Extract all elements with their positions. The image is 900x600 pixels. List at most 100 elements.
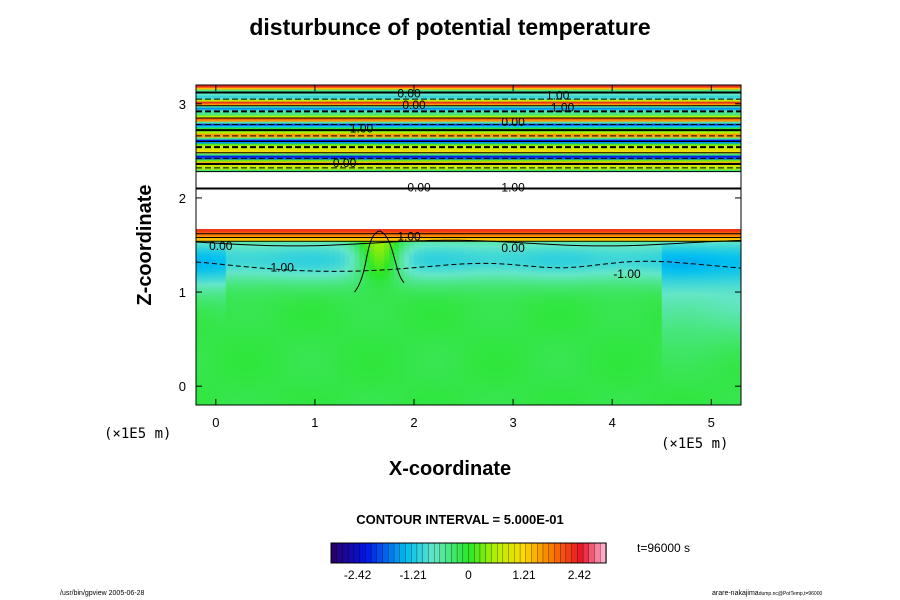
field-cell bbox=[508, 367, 514, 370]
field-cell bbox=[245, 341, 252, 344]
field-cell bbox=[409, 365, 415, 368]
field-cell bbox=[314, 347, 321, 350]
field-cell bbox=[339, 375, 346, 378]
field-cell bbox=[319, 383, 326, 386]
field-cell bbox=[572, 365, 579, 368]
field-cell bbox=[349, 343, 356, 346]
field-cell bbox=[567, 401, 574, 404]
field-cell bbox=[721, 389, 727, 392]
field-cell bbox=[508, 387, 514, 390]
field-cell bbox=[671, 385, 678, 388]
field-cell bbox=[309, 397, 316, 400]
field-cell bbox=[701, 351, 707, 354]
field-cell bbox=[632, 355, 638, 358]
field-cell bbox=[731, 357, 737, 360]
field-cell bbox=[374, 343, 380, 346]
field-cell bbox=[532, 387, 539, 390]
field-cell bbox=[686, 395, 693, 398]
field-cell bbox=[547, 399, 554, 402]
field-cell bbox=[344, 365, 351, 368]
field-cell bbox=[374, 339, 380, 342]
field-cell bbox=[428, 347, 435, 350]
field-cell bbox=[483, 401, 489, 404]
field-cell bbox=[418, 389, 425, 392]
field-cell bbox=[691, 361, 697, 364]
field-cell bbox=[656, 383, 663, 386]
field-cell bbox=[627, 381, 633, 384]
field-cell bbox=[537, 401, 544, 404]
field-cell bbox=[384, 339, 390, 342]
field-cell bbox=[409, 377, 415, 380]
field-cell bbox=[374, 397, 380, 400]
field-cell bbox=[706, 373, 712, 376]
field-cell bbox=[384, 345, 390, 348]
field-cell bbox=[295, 383, 301, 386]
field-cell bbox=[636, 403, 643, 405]
field-cell bbox=[617, 361, 623, 364]
field-cell bbox=[394, 383, 400, 386]
field-cell bbox=[433, 393, 440, 396]
field-cell bbox=[359, 349, 366, 352]
field-cell bbox=[305, 371, 311, 374]
field-cell bbox=[488, 403, 494, 405]
field-cell bbox=[656, 359, 663, 362]
field-cell bbox=[537, 351, 544, 354]
field-cell bbox=[240, 367, 247, 370]
field-cell bbox=[295, 355, 301, 358]
field-cell bbox=[215, 353, 222, 356]
field-cell bbox=[319, 361, 326, 364]
field-cell bbox=[562, 365, 569, 368]
field-cell bbox=[438, 345, 445, 348]
field-cell bbox=[389, 385, 395, 388]
field-cell bbox=[731, 399, 737, 402]
field-cell bbox=[433, 383, 440, 386]
field-cell bbox=[423, 385, 430, 388]
field-cell bbox=[438, 371, 445, 374]
field-cell bbox=[438, 373, 445, 376]
field-cell bbox=[359, 361, 366, 364]
field-cell bbox=[295, 377, 301, 380]
field-cell bbox=[280, 373, 286, 376]
field-cell bbox=[334, 365, 341, 368]
field-cell bbox=[676, 401, 683, 404]
field-cell bbox=[498, 369, 504, 372]
field-cell bbox=[711, 381, 717, 384]
field-cell bbox=[701, 367, 707, 370]
field-cell bbox=[681, 391, 688, 394]
field-cell bbox=[656, 387, 663, 390]
field-cell bbox=[542, 383, 549, 386]
field-cell bbox=[478, 373, 484, 376]
field-cell bbox=[483, 347, 489, 350]
field-cell bbox=[666, 391, 673, 394]
field-cell bbox=[513, 387, 519, 390]
field-cell bbox=[453, 379, 460, 382]
field-cell bbox=[364, 377, 370, 380]
field-cell bbox=[691, 357, 697, 360]
field-cell bbox=[632, 361, 638, 364]
field-cell bbox=[275, 393, 281, 396]
field-cell bbox=[508, 365, 514, 368]
field-cell bbox=[275, 389, 281, 392]
field-cell bbox=[557, 371, 564, 374]
field-cell bbox=[255, 375, 261, 378]
field-cell bbox=[349, 349, 356, 352]
field-cell bbox=[527, 355, 534, 358]
field-cell bbox=[314, 359, 321, 362]
field-cell bbox=[651, 351, 658, 354]
field-cell bbox=[305, 387, 311, 390]
field-cell bbox=[458, 393, 465, 396]
field-cell bbox=[493, 369, 499, 372]
field-cell bbox=[354, 399, 361, 402]
field-cell bbox=[265, 373, 271, 376]
field-cell bbox=[230, 395, 237, 398]
field-cell bbox=[508, 377, 514, 380]
field-cell bbox=[473, 393, 479, 396]
field-cell bbox=[681, 353, 688, 356]
field-cell bbox=[448, 345, 455, 348]
field-cell bbox=[483, 363, 489, 366]
field-cell bbox=[602, 395, 608, 398]
field-cell bbox=[225, 373, 232, 376]
field-cell bbox=[527, 385, 534, 388]
field-cell bbox=[329, 403, 336, 405]
field-cell bbox=[379, 401, 385, 404]
